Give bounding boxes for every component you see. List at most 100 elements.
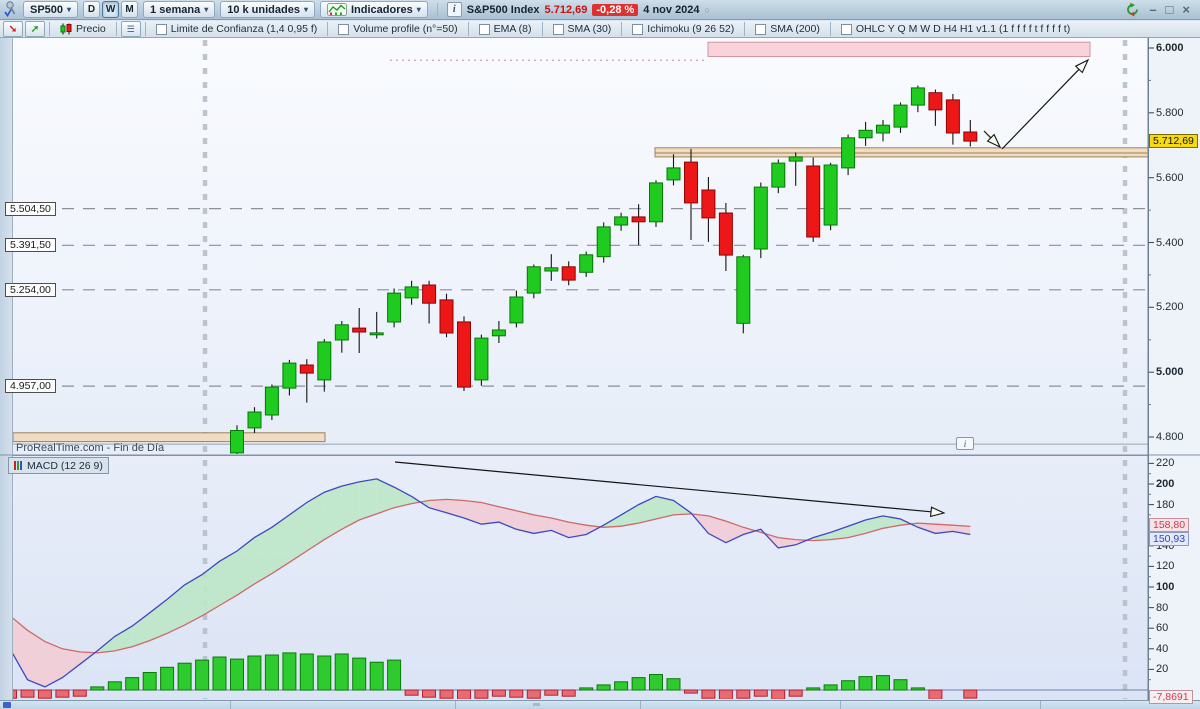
price-axis-label: 5.800	[1156, 106, 1184, 119]
macd-axis-label: 180	[1156, 498, 1175, 511]
buy-arrow-button[interactable]: ➚	[25, 21, 45, 37]
toolbar-separator	[829, 22, 831, 36]
macd-axis-label: 40	[1156, 642, 1169, 655]
macd-icon	[14, 461, 22, 470]
list-icon[interactable]: ☰	[120, 21, 141, 37]
indicator-chip-label: EMA (8)	[493, 23, 532, 35]
price-level-label: 4.957,00	[5, 379, 56, 394]
close-button[interactable]: ×	[1182, 2, 1190, 17]
refresh-icon[interactable]	[1125, 2, 1140, 17]
macd-axis-label: 20	[1156, 663, 1169, 676]
checkbox-icon[interactable]	[155, 23, 167, 35]
price-axis-label: 5.400	[1156, 236, 1184, 249]
toolbar-separator	[744, 22, 746, 36]
macd-axis-label: 120	[1156, 560, 1175, 573]
price-axis-label: 4.800	[1156, 431, 1184, 443]
indicator-chips: Limite de Confianza (1,4 0,95 f) Volume p…	[150, 22, 1076, 36]
macd-signal-line	[13, 498, 971, 654]
checkbox-icon[interactable]	[552, 23, 564, 35]
units-selector[interactable]: 10 k unidades ▾	[220, 1, 315, 18]
indicator-chip-label: Ichimoku (9 26 52)	[647, 23, 735, 35]
indicator-chip-ichimoku-9-26-52[interactable]: Ichimoku (9 26 52)	[626, 23, 740, 35]
toolbar-separator	[327, 22, 329, 36]
macd-axis-label: 80	[1156, 601, 1169, 614]
scrollbar-divider	[1040, 701, 1041, 709]
old-support-band	[13, 432, 326, 443]
indicator-chip-sma-200[interactable]: SMA (200)	[749, 23, 826, 35]
indicator-chip-ema-8[interactable]: EMA (8)	[473, 23, 538, 35]
indicator-chip-label: SMA (200)	[770, 23, 820, 35]
indicators-label: Indicadores	[351, 3, 413, 16]
macd-label-text: MACD (12 26 9)	[27, 459, 103, 472]
instrument-name: S&P500 Index	[466, 3, 540, 16]
macd-signal-tag: 158,80	[1149, 518, 1190, 533]
minimize-button[interactable]: –	[1149, 2, 1157, 17]
indicators-chart-icon	[327, 3, 347, 16]
change-badge: -0,28 %	[592, 3, 639, 16]
last-price: 5.712,69	[544, 3, 588, 16]
chevron-down-icon: ▾	[416, 5, 421, 14]
scrollbar-divider	[840, 701, 841, 709]
indicator-chip-label: Limite de Confianza (1,4 0,95 f)	[170, 23, 318, 35]
macd-trendline	[394, 461, 946, 518]
sync-status-icon: ○	[704, 4, 710, 15]
symbol-selector[interactable]: SP500 ▾	[23, 1, 79, 18]
last-price-tag: 5.712,69	[1149, 134, 1198, 149]
support-band	[654, 147, 1148, 158]
chevron-down-icon: ▾	[204, 5, 209, 14]
macd-pane	[13, 461, 1148, 699]
units-label: 10 k unidades	[227, 3, 300, 16]
price-level-label: 5.504,50	[5, 201, 56, 216]
toolbar-separator	[49, 22, 50, 36]
macd-line-tag: 150,93	[1149, 531, 1190, 546]
maximize-button[interactable]: □	[1165, 2, 1174, 17]
price-level-label: 5.391,50	[5, 238, 56, 253]
macd-axis-label: 100	[1156, 581, 1175, 593]
indicator-chip-label: OHLC Y Q M W D H4 H1 v1.1 (1 f f f f t f…	[855, 23, 1071, 35]
pane-info-button[interactable]: i	[956, 437, 974, 450]
checkbox-icon[interactable]	[632, 23, 644, 35]
indicator-chip-ohlc-y-q-m-w-d-h4-h1-v1-1-1-f-f-f-f-t-f-f-f-f-t[interactable]: OHLC Y Q M W D H4 H1 v1.1 (1 f f f f t f…	[835, 23, 1076, 35]
price-axis-label: 6.000	[1156, 42, 1184, 54]
macd-indicator-label[interactable]: MACD (12 26 9)	[8, 457, 109, 474]
scrollbar-thumb[interactable]	[533, 703, 540, 706]
scrollbar-divider	[455, 701, 456, 709]
window-controls: – □ ×	[1125, 2, 1196, 17]
macd-hist-tag: -7,8691	[1149, 690, 1193, 705]
indicator-chip-limite-de-confianza-1-4-0-95-f[interactable]: Limite de Confianza (1,4 0,95 f)	[150, 23, 324, 35]
resistance-box	[707, 41, 1091, 58]
scrollbar-handle[interactable]	[3, 702, 11, 708]
period-selector[interactable]: 1 semana ▾	[143, 1, 216, 18]
indicator-chip-sma-30[interactable]: SMA (30)	[547, 23, 618, 35]
pin-icon[interactable]	[4, 1, 18, 18]
toolbar-separator	[144, 22, 146, 36]
timeframe-button-m[interactable]: M	[121, 1, 139, 18]
checkbox-icon[interactable]	[755, 23, 767, 35]
macd-axis-label: 220	[1156, 457, 1175, 470]
price-axis-label: 5.600	[1156, 171, 1184, 184]
info-icon[interactable]: i	[446, 2, 462, 17]
chevron-down-icon: ▾	[67, 5, 72, 14]
sell-arrow-button[interactable]: ➘	[3, 21, 23, 37]
price-series-label: Precio	[76, 23, 106, 35]
macd-axis-label: 200	[1156, 478, 1175, 490]
indicators-button[interactable]: Indicadores ▾	[320, 1, 428, 18]
price-series-chip[interactable]: Precio	[54, 23, 112, 35]
timeframe-button-d[interactable]: D	[83, 1, 101, 18]
timeframe-button-w[interactable]: W	[102, 1, 120, 18]
checkbox-icon[interactable]	[478, 23, 490, 35]
macd-line	[13, 478, 971, 688]
scrollbar-divider	[230, 701, 231, 709]
checkbox-icon[interactable]	[840, 23, 852, 35]
checkbox-icon[interactable]	[338, 23, 350, 35]
toolbar-separator	[115, 22, 117, 36]
time-scrollbar[interactable]	[0, 700, 1200, 709]
indicator-chip-volume-profile-n-50[interactable]: Volume profile (n°=50)	[332, 23, 463, 35]
scrollbar-divider	[640, 701, 641, 709]
toolbar-separator	[467, 22, 469, 36]
macd-histogram	[13, 652, 978, 699]
